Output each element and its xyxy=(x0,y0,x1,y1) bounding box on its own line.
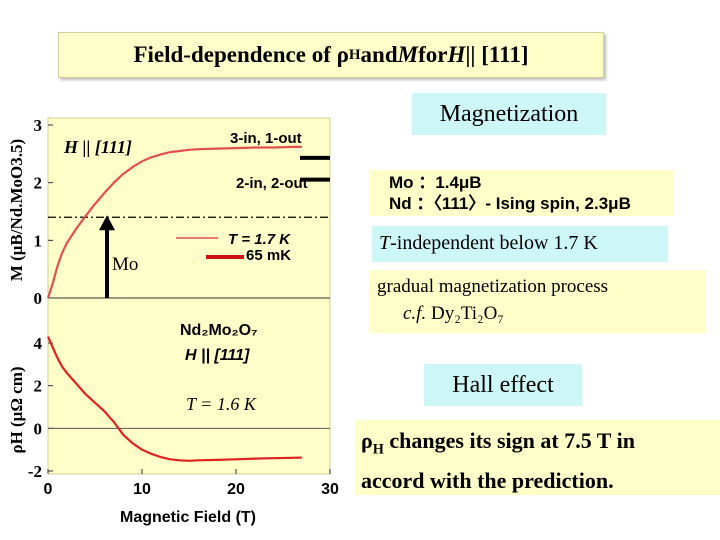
title-mid: and xyxy=(360,42,398,67)
mo-arrow-head xyxy=(99,215,115,231)
xlabel: Magnetic Field (T) xyxy=(120,509,256,526)
magnetization-axes: 0 1 2 3 xyxy=(34,116,53,308)
mo-arrow-label: Mo xyxy=(112,254,138,275)
t-letter: T xyxy=(379,232,391,254)
chart-marks xyxy=(46,145,330,462)
gradual-process-note: gradual magnetization process c.f. Dy₂Ti… xyxy=(369,270,706,333)
hall-heading: Hall effect xyxy=(424,364,582,406)
title-for: for xyxy=(418,42,448,67)
hall-line: changes its sign at 7.5 T in xyxy=(383,428,635,453)
gradual-line: gradual magnetization process xyxy=(377,276,609,297)
hall-y-tick-label: 0 xyxy=(34,419,43,438)
hall-rho: ρ xyxy=(361,428,373,453)
title-sub: H xyxy=(348,46,361,63)
compound-label: Nd₂Mo₂O₇ xyxy=(180,322,258,339)
three-in-one-out-label: 3-in, 1-out xyxy=(230,130,302,147)
x-tick-label: 20 xyxy=(227,481,245,498)
nd-moment-line: Nd ：〈111〉- Ising spin, 2.3μB xyxy=(389,194,631,213)
x-tick-label: 0 xyxy=(44,481,53,498)
magnetization-heading: Magnetization xyxy=(412,93,606,135)
hall-heading-text: Hall effect xyxy=(452,371,554,398)
series-line-17k xyxy=(46,145,302,299)
x-tick-label: 30 xyxy=(321,481,339,498)
hall-rho-sub: H xyxy=(372,441,384,458)
magnetization-heading-text: Magnetization xyxy=(439,100,579,127)
title-prefix: Field-dependence of ρ xyxy=(133,42,349,67)
hall-direction-label: H || [111] xyxy=(185,347,250,364)
hall-temperature-label: T = 1.6 K xyxy=(186,394,257,414)
cf-text: c.f. xyxy=(403,303,427,324)
hall-y-tick-label: 4 xyxy=(34,334,43,353)
plot-background xyxy=(47,117,331,475)
mo-moment-line: Mo ：1.4μB xyxy=(389,173,482,192)
mag-y-tick-label: 0 xyxy=(34,289,43,308)
legend-label-65mk: 65 mK xyxy=(246,247,291,264)
mag-y-tick-label: 2 xyxy=(34,174,43,193)
hall-description: ρH changes its sign at 7.5 T in accord w… xyxy=(355,420,720,495)
mag-y-tick-label: 1 xyxy=(34,231,43,250)
x-tick-label: 10 xyxy=(133,481,151,498)
hall-y-tick-label: 2 xyxy=(34,377,43,396)
mag-y-tick-label: 3 xyxy=(34,116,43,135)
hall-y-tick-label: -2 xyxy=(28,462,42,481)
t-independent-note: T-independent below 1.7 K xyxy=(372,226,668,262)
title-h: H xyxy=(447,42,466,67)
dy-formula: Dy₂Ti₂O₇ xyxy=(430,303,504,324)
hall-ylabel: ρH (μΩ cm) xyxy=(7,366,26,453)
t-independent-text: -independent below 1.7 K xyxy=(390,232,598,254)
hall-line-2: accord with the prediction. xyxy=(361,468,614,494)
magnetization-ylabel: M (μB/Nd.MoO3.5) xyxy=(7,139,26,281)
series-line-hall-16k xyxy=(46,336,302,462)
title-suffix: || [111] xyxy=(465,42,529,67)
legend-label-17k: T = 1.7 K xyxy=(228,231,291,248)
magnetization-values: Mo ：1.4μB Nd ：〈111〉- Ising spin, 2.3μB xyxy=(369,170,674,216)
two-in-two-out-label: 2-in, 2-out xyxy=(236,175,308,192)
title-m: M xyxy=(397,42,419,67)
mag-direction-label: H || [111] xyxy=(63,137,132,157)
